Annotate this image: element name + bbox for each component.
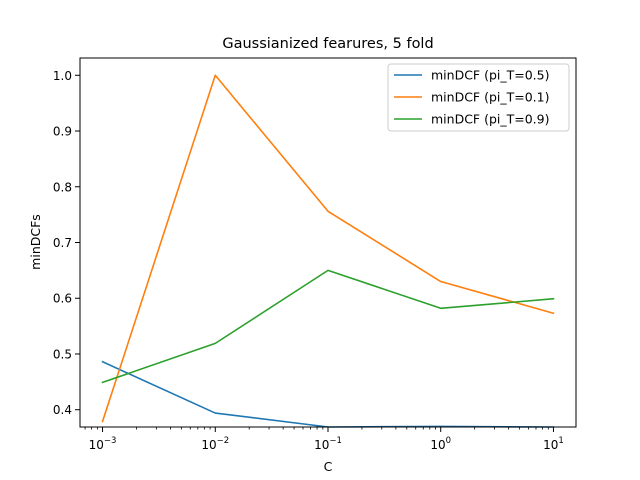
x-tick-label: 10−2 xyxy=(201,436,229,452)
legend-entry: minDCF (pi_T=0.5) xyxy=(431,68,550,83)
y-axis-label: minDCFs xyxy=(28,214,43,270)
x-tick-label: 10−1 xyxy=(314,436,342,452)
x-axis-label: C xyxy=(324,459,333,474)
x-tick-label: 100 xyxy=(430,436,451,452)
x-tick-label: 101 xyxy=(543,436,564,452)
y-tick-label: 0.9 xyxy=(53,125,72,139)
y-tick-label: 0.8 xyxy=(53,180,72,194)
y-tick-label: 0.7 xyxy=(53,236,72,250)
legend-entry: minDCF (pi_T=0.1) xyxy=(431,90,550,105)
legend-entry: minDCF (pi_T=0.9) xyxy=(431,112,550,127)
y-tick-label: 0.6 xyxy=(53,292,72,306)
plot-frame xyxy=(79,57,577,428)
y-tick-label: 0.4 xyxy=(53,403,72,417)
x-axis: 10−3 10−2 10−1 100 101 xyxy=(84,427,564,452)
series-line-2 xyxy=(101,74,555,423)
legend: minDCF (pi_T=0.5) minDCF (pi_T=0.1) minDCF… xyxy=(387,63,570,132)
y-tick-label: 0.5 xyxy=(53,347,72,361)
legend-box xyxy=(387,63,570,132)
y-axis: 0.4 0.5 0.6 0.7 0.8 0.9 1.0 xyxy=(53,69,80,417)
y-tick-label: 1.0 xyxy=(53,69,72,83)
series-line-3 xyxy=(101,269,555,384)
chart-title: Gaussianized fearures, 5 fold xyxy=(222,36,433,52)
x-tick-label: 10−3 xyxy=(89,436,117,452)
